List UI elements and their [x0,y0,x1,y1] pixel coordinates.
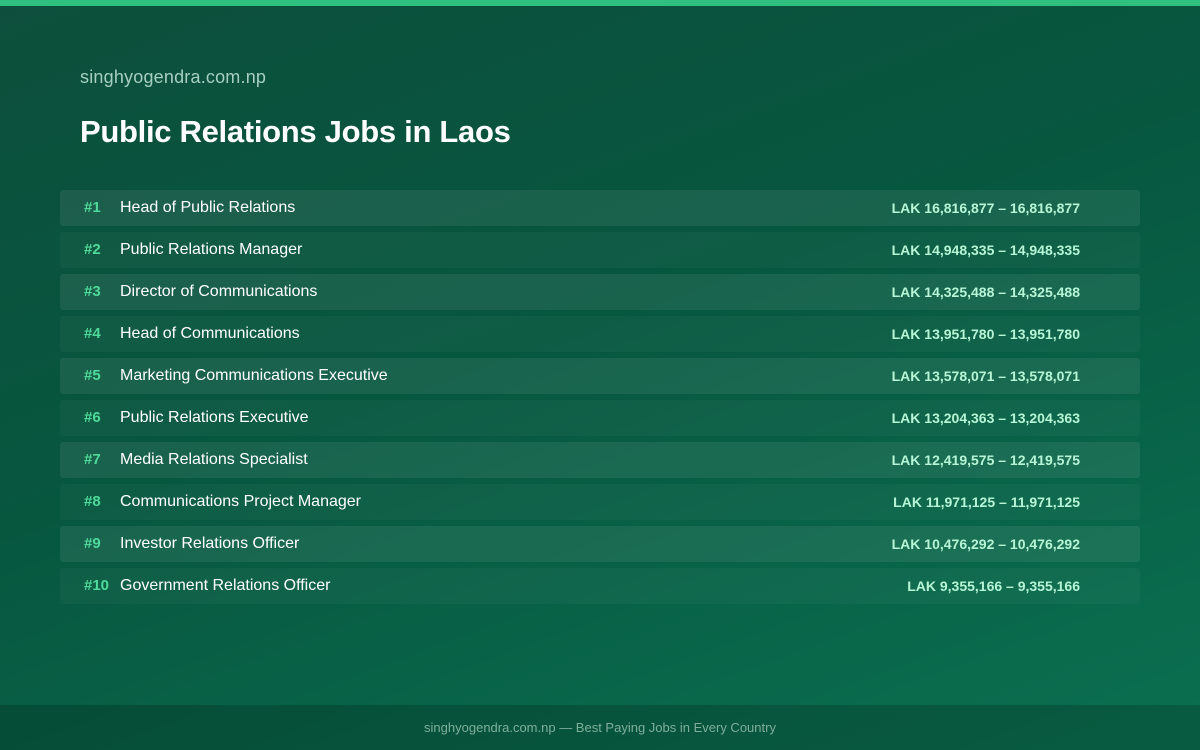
job-row: #2 Public Relations Manager LAK 14,948,3… [60,232,1140,268]
job-rank: #4 [84,325,101,342]
job-salary: LAK 11,971,125 – 11,971,125 [893,494,1080,510]
job-title: Media Relations Specialist [120,451,308,468]
job-row: #4 Head of Communications LAK 13,951,780… [60,316,1140,352]
job-title: Investor Relations Officer [120,535,300,552]
job-title: Communications Project Manager [120,493,361,510]
job-rank: #1 [84,199,101,216]
job-title: Head of Communications [120,325,300,342]
job-salary: LAK 16,816,877 – 16,816,877 [891,200,1080,216]
top-accent-bar [0,0,1200,6]
job-rank: #2 [84,241,101,258]
job-rank: #9 [84,535,101,552]
site-name: singhyogendra.com.np [80,67,267,87]
job-rank: #3 [84,283,101,300]
job-row: #9 Investor Relations Officer LAK 10,476… [60,526,1140,562]
job-row: #6 Public Relations Executive LAK 13,204… [60,400,1140,436]
job-title: Marketing Communications Executive [120,367,388,384]
job-title: Director of Communications [120,283,318,300]
job-rank: #6 [84,409,101,426]
job-row: #5 Marketing Communications Executive LA… [60,358,1140,394]
job-salary: LAK 10,476,292 – 10,476,292 [891,536,1080,552]
job-rank: #8 [84,493,101,510]
job-title: Head of Public Relations [120,199,296,216]
job-row: #8 Communications Project Manager LAK 11… [60,484,1140,520]
job-salary: LAK 13,578,071 – 13,578,071 [891,368,1080,384]
job-salary: LAK 9,355,166 – 9,355,166 [907,578,1080,594]
job-row: #10 Government Relations Officer LAK 9,3… [60,568,1140,604]
job-title: Public Relations Executive [120,409,309,426]
job-title: Government Relations Officer [120,577,331,594]
job-rank: #5 [84,367,101,384]
job-rank: #10 [84,577,110,594]
job-title: Public Relations Manager [120,241,303,258]
job-row: #1 Head of Public Relations LAK 16,816,8… [60,190,1140,226]
job-row: #7 Media Relations Specialist LAK 12,419… [60,442,1140,478]
job-salary: LAK 12,419,575 – 12,419,575 [891,452,1080,468]
footer-text: singhyogendra.com.np — Best Paying Jobs … [424,720,776,735]
job-salary: LAK 13,951,780 – 13,951,780 [891,326,1080,342]
job-rank: #7 [84,451,101,468]
job-salary: LAK 14,325,488 – 14,325,488 [891,284,1080,300]
job-salary: LAK 14,948,335 – 14,948,335 [891,242,1080,258]
job-list: #1 Head of Public Relations LAK 16,816,8… [60,190,1140,610]
job-salary: LAK 13,204,363 – 13,204,363 [891,410,1080,426]
page-title: Public Relations Jobs in Laos [80,114,511,149]
job-row: #3 Director of Communications LAK 14,325… [60,274,1140,310]
footer: singhyogendra.com.np — Best Paying Jobs … [0,705,1200,750]
